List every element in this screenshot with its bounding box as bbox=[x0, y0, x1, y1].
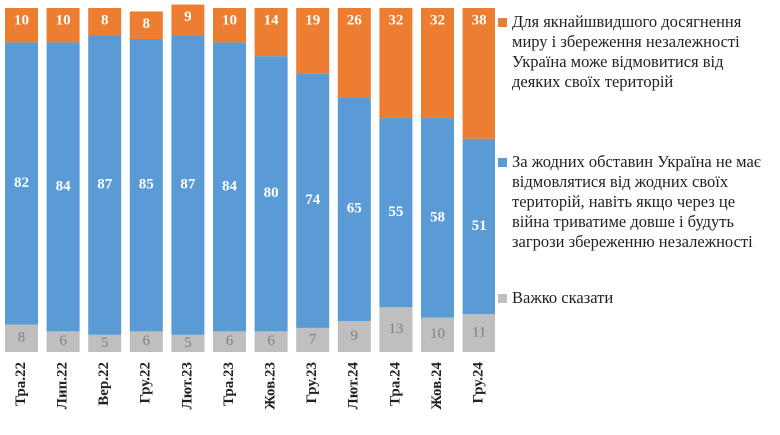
bar-segment bbox=[88, 35, 122, 335]
legend-swatch bbox=[498, 18, 507, 27]
bar-segment bbox=[171, 35, 205, 335]
data-label: 55 bbox=[388, 204, 403, 220]
data-label: 9 bbox=[184, 9, 192, 25]
legend-swatch bbox=[498, 294, 507, 303]
data-label: 10 bbox=[56, 12, 71, 28]
x-tick-label: Лют.23 bbox=[179, 362, 195, 409]
bar-segment bbox=[421, 8, 454, 119]
bar-segment bbox=[46, 42, 80, 332]
bar-segment bbox=[462, 314, 495, 352]
bar-segment bbox=[254, 331, 288, 352]
data-label: 65 bbox=[347, 201, 362, 217]
bar-segment bbox=[337, 8, 371, 98]
bar-segment bbox=[337, 321, 371, 352]
data-label: 84 bbox=[222, 178, 238, 194]
legend-label: Для якнайшвидшого досягнення миру і збер… bbox=[512, 12, 742, 91]
data-label: 6 bbox=[59, 333, 67, 349]
bar-segment bbox=[129, 11, 163, 39]
bar-segment bbox=[213, 331, 246, 352]
data-label: 80 bbox=[264, 185, 279, 201]
bar-segment bbox=[379, 118, 413, 308]
x-tick-label: Вер.22 bbox=[96, 362, 112, 406]
data-label: 11 bbox=[472, 325, 486, 341]
data-label: 8 bbox=[101, 12, 109, 28]
x-tick-label: Лют.24 bbox=[346, 362, 362, 410]
bar-segment bbox=[462, 8, 495, 139]
bar-segment bbox=[46, 331, 80, 352]
x-tick-label: Гру.23 bbox=[304, 362, 320, 404]
legend-label: За жодних обставин Україна не має відмов… bbox=[512, 152, 761, 251]
bar-segment bbox=[171, 334, 205, 352]
x-tick-label: Тра.23 bbox=[221, 362, 237, 406]
data-label: 84 bbox=[56, 178, 72, 194]
data-label: 8 bbox=[18, 330, 26, 346]
bar-segment bbox=[129, 331, 163, 352]
bar-segment bbox=[379, 8, 413, 119]
bar-segment bbox=[5, 42, 38, 325]
data-label: 58 bbox=[430, 209, 445, 225]
x-tick-label: Гру.24 bbox=[471, 362, 487, 404]
x-tick-label: Лип.22 bbox=[55, 362, 71, 409]
bar-segment bbox=[421, 317, 454, 352]
data-label: 10 bbox=[430, 326, 445, 342]
data-label: 26 bbox=[347, 12, 363, 28]
data-label: 10 bbox=[14, 12, 29, 28]
data-label: 13 bbox=[388, 321, 403, 337]
bar-segment bbox=[462, 138, 495, 315]
data-label: 82 bbox=[14, 175, 29, 191]
data-label: 6 bbox=[267, 333, 275, 349]
x-tick-label: Жов.23 bbox=[263, 362, 279, 410]
data-label: 51 bbox=[472, 218, 487, 234]
bar-segment bbox=[337, 97, 371, 322]
bar-segment bbox=[5, 8, 38, 43]
data-label: 6 bbox=[143, 333, 151, 349]
bar-segment bbox=[88, 8, 122, 36]
bar-segment bbox=[129, 38, 163, 332]
x-tick-label: Жов.24 bbox=[429, 362, 445, 410]
data-label: 87 bbox=[180, 177, 196, 193]
data-label: 7 bbox=[309, 331, 317, 347]
data-label: 14 bbox=[264, 12, 280, 28]
legend-swatch bbox=[498, 158, 507, 167]
bar-segment bbox=[213, 42, 246, 332]
legend-label: Важко сказати bbox=[512, 288, 614, 307]
legend-item: Для якнайшвидшого досягнення миру і збер… bbox=[498, 12, 768, 92]
bar-segment bbox=[296, 327, 330, 352]
data-label: 9 bbox=[351, 328, 359, 344]
x-tick-label: Тра.24 bbox=[387, 362, 403, 407]
data-label: 32 bbox=[388, 12, 403, 28]
bar-segment bbox=[88, 334, 122, 352]
data-label: 38 bbox=[472, 12, 487, 28]
legend-item: Важко сказати bbox=[498, 288, 768, 308]
bar-segment bbox=[5, 324, 38, 352]
legend-item: За жодних обставин Україна не має відмов… bbox=[498, 152, 768, 252]
bar-segment bbox=[421, 118, 454, 318]
data-label: 87 bbox=[97, 177, 113, 193]
bar-segment bbox=[46, 8, 80, 43]
bar-segment bbox=[213, 8, 246, 43]
data-label: 19 bbox=[305, 12, 320, 28]
data-label: 5 bbox=[101, 335, 109, 351]
bar-segment bbox=[254, 56, 288, 332]
bar-segment bbox=[171, 4, 205, 36]
data-label: 85 bbox=[139, 177, 154, 193]
bar-segment bbox=[296, 73, 330, 328]
bar-segment bbox=[379, 307, 413, 352]
data-label: 74 bbox=[305, 192, 321, 208]
data-label: 5 bbox=[184, 335, 192, 351]
x-tick-label: Тра.22 bbox=[13, 362, 29, 406]
data-label: 8 bbox=[143, 16, 151, 32]
data-label: 6 bbox=[226, 333, 234, 349]
chart: 88210Тра.2268410Лип.225878Вер.226858Гру.… bbox=[5, 4, 495, 410]
data-label: 32 bbox=[430, 12, 445, 28]
data-label: 10 bbox=[222, 12, 237, 28]
bar-segment bbox=[296, 8, 330, 74]
x-tick-label: Гру.22 bbox=[138, 362, 154, 404]
bar-segment bbox=[254, 8, 288, 57]
